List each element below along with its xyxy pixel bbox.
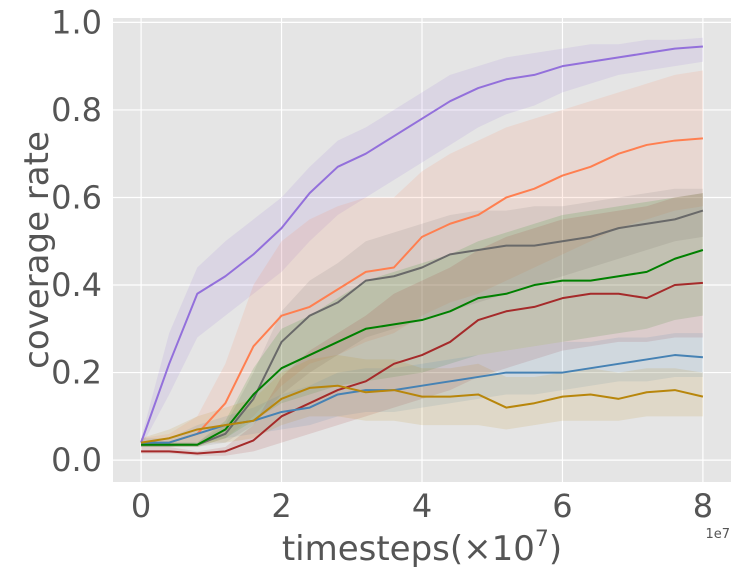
series-3-line (141, 209, 704, 446)
x-tick-label: 6 (552, 487, 572, 525)
series-lines (140, 45, 704, 455)
x-axis-label-exponent: 7 (535, 527, 549, 552)
y-tick-label: 0.0 (51, 441, 102, 479)
x-tick-label: 8 (693, 487, 713, 525)
series-7-line (140, 384, 704, 444)
y-tick-label: 0.8 (51, 91, 102, 129)
x-axis-label-main: timesteps(×10 (282, 529, 535, 569)
series-1-line (140, 45, 703, 443)
x-tick-label: 4 (412, 487, 432, 525)
x-tick-labels: 0 2 4 6 8 (131, 487, 713, 525)
series-6-band (141, 333, 703, 447)
y-tick-label: 1.0 (51, 3, 102, 41)
x-tick-label: 2 (271, 487, 291, 525)
x-axis-label-close: ) (549, 529, 562, 569)
y-tick-labels: 0.0 0.2 0.4 0.6 0.8 1.0 (51, 3, 102, 479)
y-axis-label: coverage rate (17, 131, 57, 369)
series-5-line (141, 281, 703, 455)
y-tick-label: 0.2 (51, 354, 102, 392)
x-offset-label: 1e7 (705, 527, 730, 542)
series-3-band (141, 188, 703, 447)
series-2-line (141, 137, 703, 444)
x-tick-label: 0 (131, 487, 151, 525)
x-axis-label: timesteps(×107) (282, 527, 562, 569)
y-tick-label: 0.4 (51, 266, 102, 304)
series-2-band (141, 70, 703, 447)
series-4-line (141, 249, 704, 446)
series-7-band (141, 355, 703, 447)
series-5-band (141, 193, 703, 456)
y-tick-label: 0.6 (51, 178, 102, 216)
grid-lines (113, 18, 731, 482)
